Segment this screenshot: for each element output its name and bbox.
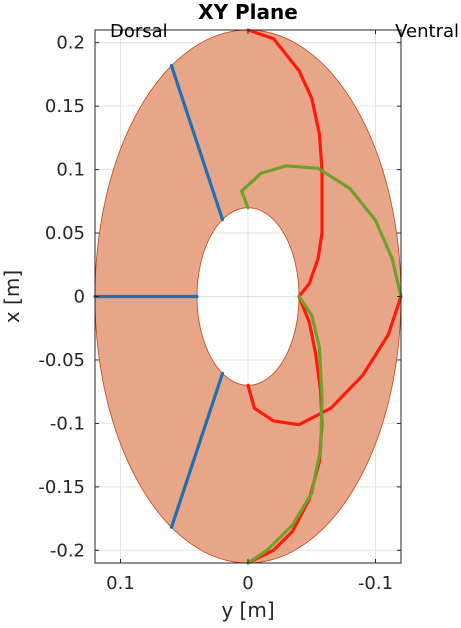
y-tick-label-7: -0.15: [38, 477, 85, 498]
x-tick-label-1: 0: [242, 573, 253, 594]
y-tick-label-2: 0.1: [56, 160, 85, 181]
series-line-1: [169, 64, 225, 222]
x-tick-label-2: -0.1: [358, 573, 393, 594]
y-tick-label-3: 0.05: [45, 223, 85, 244]
annotation-ventral: Ventral: [395, 21, 459, 42]
y-axis-label: x [m]: [0, 270, 24, 323]
series-line-5: [246, 294, 403, 427]
y-tick-label-1: 0.15: [45, 96, 85, 117]
y-tick-label-6: -0.1: [50, 413, 85, 434]
x-tick-label-0: 0.1: [106, 573, 135, 594]
series-line-6: [240, 164, 403, 299]
y-tick-label-5: -0.05: [38, 350, 85, 371]
series-line-7: [246, 294, 324, 565]
series-group: [93, 28, 403, 565]
y-tick-label-4: 0: [74, 287, 85, 308]
annotation-dorsal: Dorsal: [110, 21, 168, 42]
x-axis-label: y [m]: [221, 598, 274, 622]
y-tick-label-0: 0.2: [56, 33, 85, 54]
y-tick-label-8: -0.2: [50, 540, 85, 561]
series-line-3: [246, 28, 324, 299]
series-line-2: [169, 371, 225, 529]
ticks: 0.1 0 -0.1 0.2 0.15 0.1 0.05 0 -0.05 -0.1 -0.15 -0.…: [38, 30, 401, 594]
chart-title: XY Plane: [198, 0, 298, 24]
